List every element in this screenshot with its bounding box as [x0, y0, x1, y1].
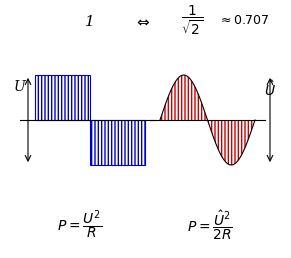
Text: $P = \dfrac{U^2}{R}$: $P = \dfrac{U^2}{R}$ — [57, 208, 102, 241]
Text: U: U — [14, 80, 26, 94]
Text: $\approx 0.707$: $\approx 0.707$ — [218, 13, 269, 27]
Text: $\Leftrightarrow$: $\Leftrightarrow$ — [134, 15, 152, 29]
Bar — [35, 75, 90, 120]
Text: $P = \dfrac{\hat{U}^2}{2R}$: $P = \dfrac{\hat{U}^2}{2R}$ — [187, 208, 233, 242]
Bar — [90, 120, 145, 165]
Text: $\hat{U}$: $\hat{U}$ — [264, 80, 276, 99]
Text: $\dfrac{1}{\sqrt{2}}$: $\dfrac{1}{\sqrt{2}}$ — [181, 3, 203, 37]
Text: 1: 1 — [85, 15, 95, 29]
